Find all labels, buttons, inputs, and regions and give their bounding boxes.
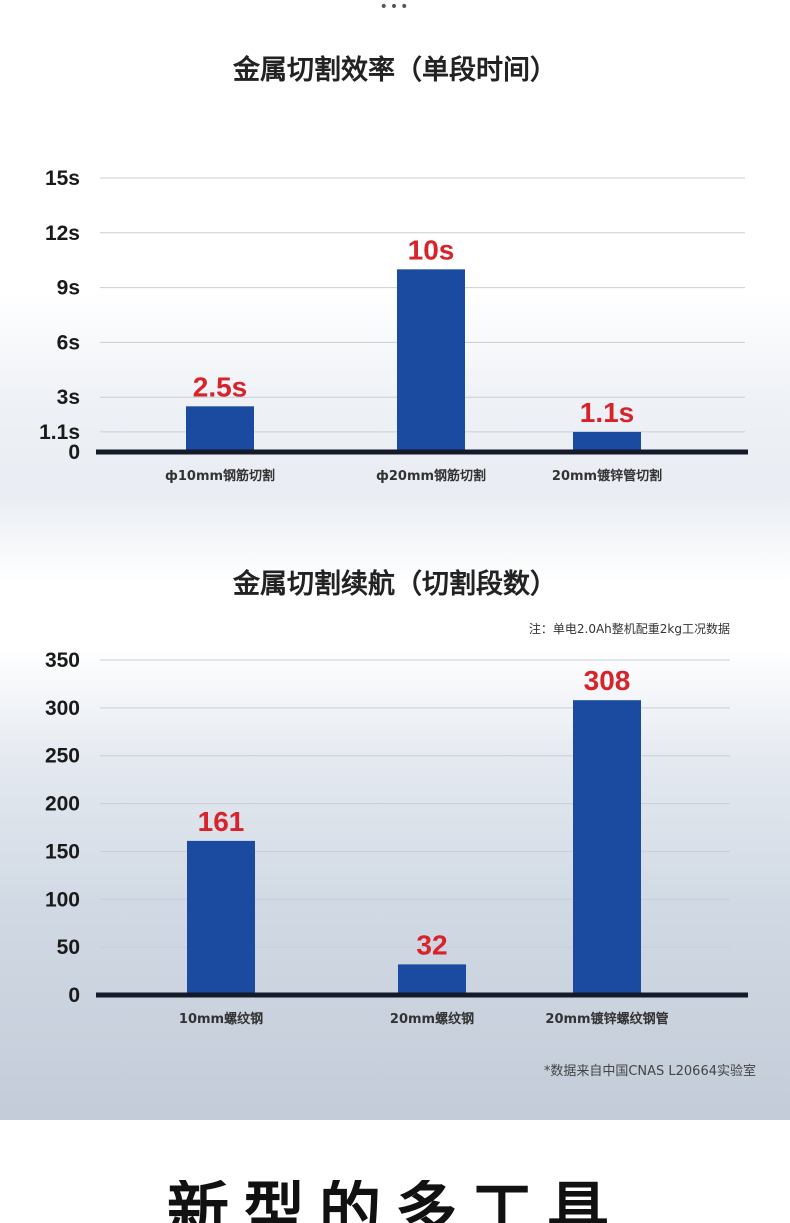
data-label: 2.5s bbox=[193, 371, 248, 402]
more-icon[interactable]: ••• bbox=[379, 0, 411, 15]
bottom-heading: 新型的多工具 bbox=[166, 1180, 623, 1223]
x-tick-label: ф10mm钢筋切割 bbox=[165, 468, 275, 484]
data-label: 308 bbox=[584, 665, 631, 696]
y-tick-label: 150 bbox=[45, 840, 80, 863]
data-label: 161 bbox=[198, 806, 245, 837]
y-tick-label: 1.1s bbox=[39, 421, 80, 444]
y-tick-label: 350 bbox=[45, 649, 80, 672]
data-label: 1.1s bbox=[580, 397, 635, 428]
y-tick-label: 15s bbox=[45, 167, 80, 190]
y-tick-label: 0 bbox=[68, 984, 80, 1007]
bar bbox=[186, 406, 254, 452]
bar bbox=[398, 964, 466, 995]
y-tick-label: 3s bbox=[57, 386, 80, 409]
bar bbox=[187, 840, 255, 995]
x-tick-label: 20mm镀锌螺纹钢管 bbox=[545, 1011, 668, 1027]
data-label: 32 bbox=[416, 929, 447, 960]
y-tick-label: 6s bbox=[57, 331, 80, 354]
efficiency-chart: 01.1s3s6s9s12s15s2.5sф10mm钢筋切割10sф20mm钢筋… bbox=[39, 167, 748, 484]
chart-title-efficiency: 金属切割效率（单段时间） bbox=[233, 55, 557, 86]
bar bbox=[573, 431, 641, 452]
x-tick-label: 20mm镀锌管切割 bbox=[552, 468, 662, 484]
endurance-chart: 0 50 100 150 200 250 300 350 161 10mm螺纹钢 32 20mm螺纹钢… bbox=[45, 649, 748, 1027]
chart-footnote: *数据来自中国CNAS L20664实验室 bbox=[543, 1064, 756, 1079]
data-label: 10s bbox=[408, 234, 455, 265]
y-tick-label: 100 bbox=[45, 888, 80, 911]
y-tick-label: 50 bbox=[57, 936, 80, 959]
chart-panel bbox=[0, 0, 790, 1120]
x-tick-label: 10mm螺纹钢 bbox=[179, 1011, 263, 1027]
chart-note: 注：单电2.0Ah整机配重2kg工况数据 bbox=[528, 622, 730, 636]
chart-title-endurance: 金属切割续航（切割段数） bbox=[233, 569, 557, 600]
x-tick-label: ф20mm钢筋切割 bbox=[376, 468, 486, 484]
y-tick-label: 9s bbox=[57, 277, 80, 300]
y-tick-label: 200 bbox=[45, 793, 80, 816]
y-tick-label: 250 bbox=[45, 745, 80, 768]
y-tick-label: 300 bbox=[45, 697, 80, 720]
y-tick-label: 0 bbox=[68, 441, 80, 464]
x-tick-label: 20mm螺纹钢 bbox=[390, 1011, 474, 1027]
bar bbox=[397, 269, 465, 452]
y-tick-label: 12s bbox=[45, 222, 80, 245]
bar bbox=[573, 700, 641, 995]
